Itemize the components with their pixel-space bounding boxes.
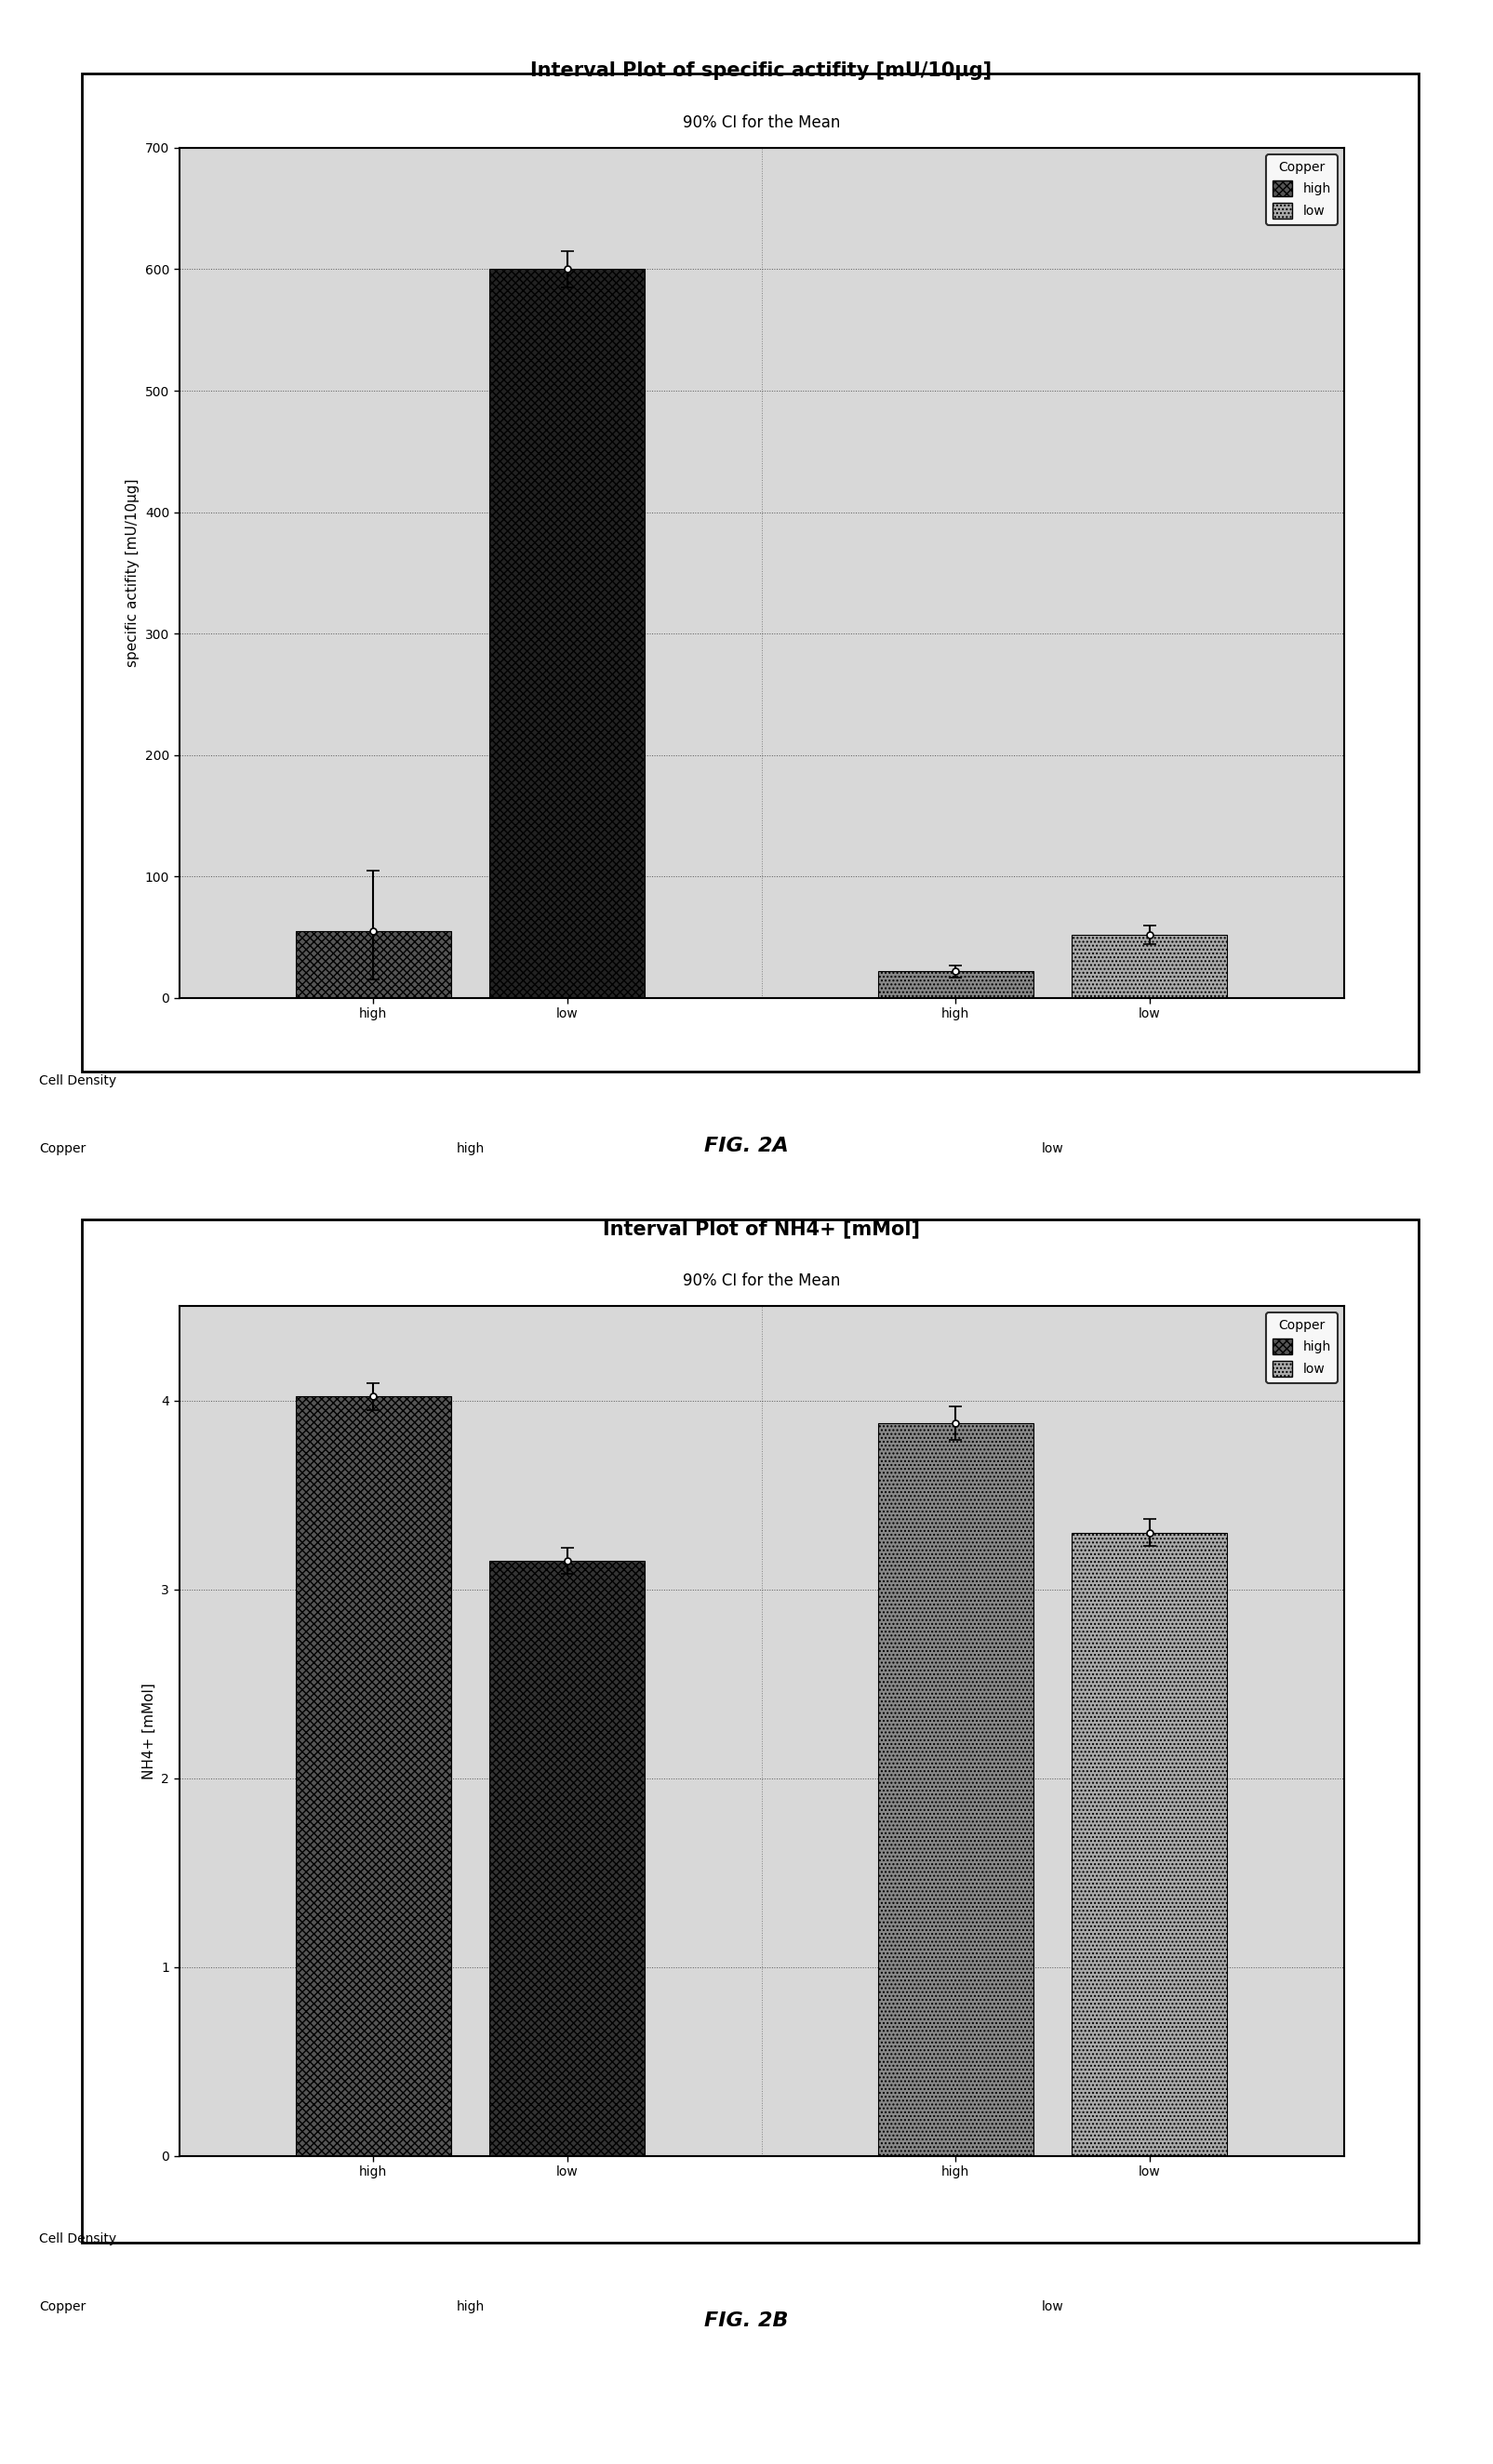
Text: FIG. 2B: FIG. 2B [705, 2311, 788, 2331]
Bar [490, 1562, 645, 2156]
Text: high: high [457, 1143, 484, 1156]
Text: 90% CI for the Mean: 90% CI for the Mean [682, 1271, 841, 1289]
Legend: high, low: high, low [1266, 155, 1338, 224]
Text: Interval Plot of NH4+ [mMol]: Interval Plot of NH4+ [mMol] [603, 1220, 920, 1237]
Y-axis label: NH4+ [mMol]: NH4+ [mMol] [142, 1683, 157, 1779]
Y-axis label: specific actifity [mU/10μg]: specific actifity [mU/10μg] [125, 478, 140, 668]
Bar [296, 1397, 451, 2156]
Legend: high, low: high, low [1266, 1313, 1338, 1382]
Bar [1072, 1533, 1227, 2156]
Text: Cell Density: Cell Density [39, 1074, 116, 1087]
Text: low: low [1042, 2301, 1063, 2314]
Bar [490, 269, 645, 998]
Text: Cell Density: Cell Density [39, 2232, 116, 2245]
Text: high: high [457, 2301, 484, 2314]
Text: Copper: Copper [39, 2301, 87, 2314]
Text: Interval Plot of specific actifity [mU/10μg]: Interval Plot of specific actifity [mU/1… [530, 62, 993, 79]
Bar [296, 931, 451, 998]
Bar [878, 1424, 1033, 2156]
Text: FIG. 2A: FIG. 2A [705, 1136, 788, 1156]
Text: 90% CI for the Mean: 90% CI for the Mean [682, 113, 841, 131]
Bar [1072, 934, 1227, 998]
Text: Copper: Copper [39, 1143, 87, 1156]
Text: low: low [1042, 1143, 1063, 1156]
Bar [878, 971, 1033, 998]
